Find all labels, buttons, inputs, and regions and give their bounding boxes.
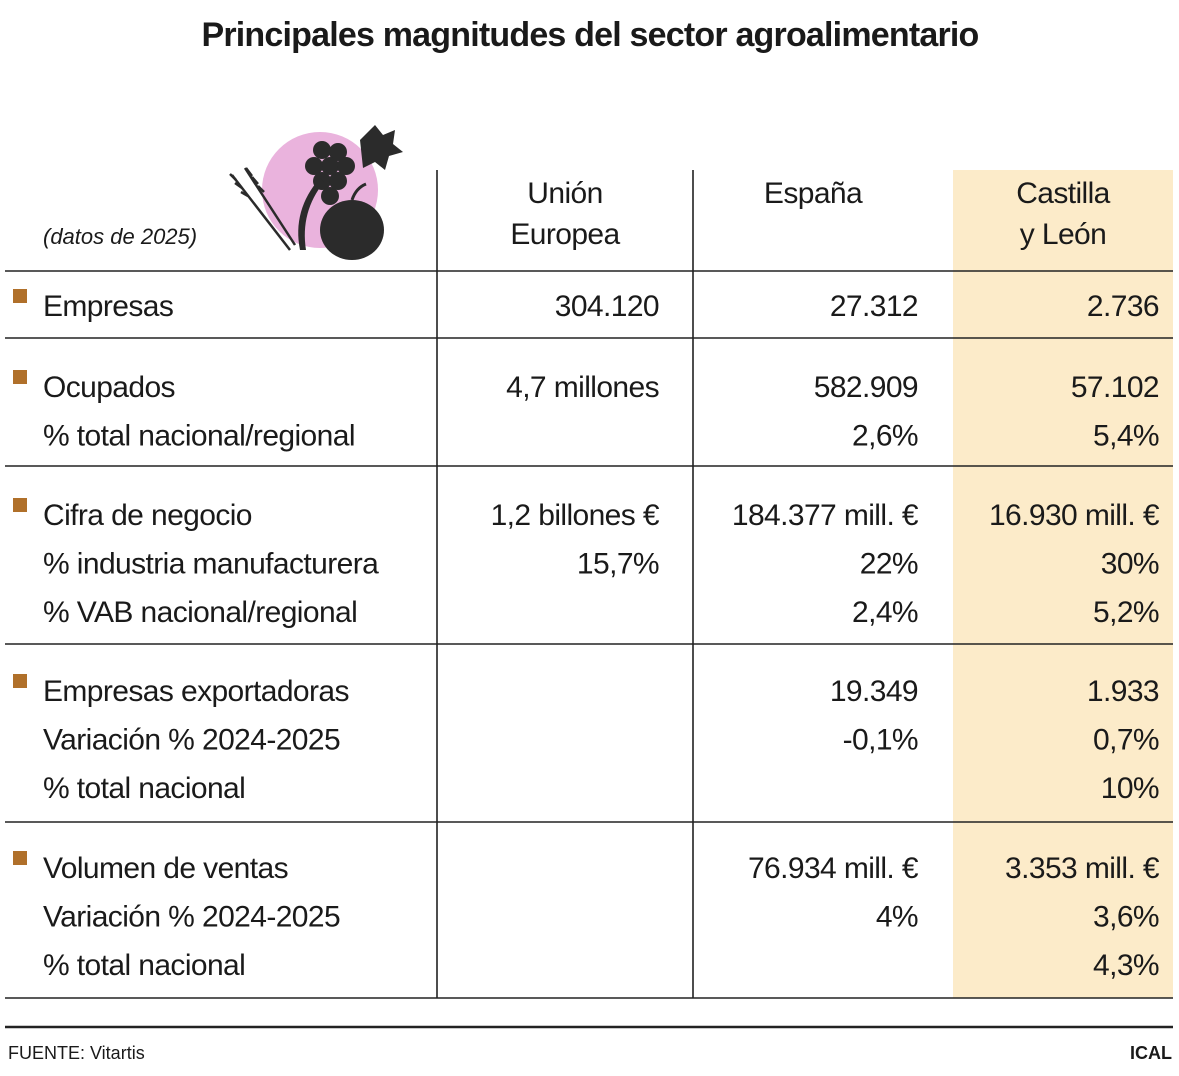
- bullet: [13, 370, 27, 384]
- cell-value: 19.349: [830, 675, 918, 708]
- cell-value: 2,4%: [852, 596, 918, 629]
- bullet: [13, 674, 27, 688]
- highlight-column: [953, 170, 1173, 998]
- cell-value: 5,2%: [1093, 596, 1159, 629]
- cell-value: 76.934 mill. €: [748, 852, 919, 885]
- cell-value: 10%: [1101, 772, 1159, 805]
- row-label: Empresas exportadoras: [43, 675, 349, 708]
- cell-value: 0,7%: [1093, 724, 1159, 757]
- agency: ICAL: [1130, 1043, 1172, 1063]
- bullet: [13, 498, 27, 512]
- row-label: % total nacional: [43, 949, 245, 982]
- cell-value: 184.377 mill. €: [732, 499, 919, 532]
- row-label: % industria manufacturera: [43, 548, 379, 581]
- column-header: España: [764, 177, 863, 210]
- bullet: [13, 289, 27, 303]
- cell-value: 2.736: [1087, 290, 1159, 323]
- cell-value: 4%: [876, 901, 918, 934]
- column-header: y León: [1020, 218, 1106, 251]
- cell-value: 2,6%: [852, 420, 918, 453]
- row-label: Ocupados: [43, 371, 175, 404]
- cell-value: 1.933: [1087, 675, 1159, 708]
- cell-value: 5,4%: [1093, 420, 1159, 453]
- bullet: [13, 851, 27, 865]
- cell-value: 22%: [860, 548, 918, 581]
- cell-value: 1,2 billones €: [491, 499, 660, 532]
- cell-value: 3.353 mill. €: [1005, 852, 1160, 885]
- row-label: Empresas: [43, 290, 173, 323]
- cell-value: 30%: [1101, 548, 1159, 581]
- row-label: % VAB nacional/regional: [43, 596, 357, 629]
- cell-value: -0,1%: [843, 724, 918, 757]
- cell-value: 15,7%: [577, 548, 659, 581]
- cell-value: 57.102: [1071, 371, 1159, 404]
- cell-value: 3,6%: [1093, 901, 1159, 934]
- row-label: Variación % 2024-2025: [43, 901, 340, 934]
- cell-value: 304.120: [555, 290, 659, 323]
- column-header: Castilla: [1016, 177, 1110, 210]
- source: FUENTE: Vitartis: [8, 1043, 145, 1063]
- row-label: % total nacional: [43, 772, 245, 805]
- cell-value: 16.930 mill. €: [989, 499, 1160, 532]
- cell-value: 582.909: [814, 371, 918, 404]
- row-label: Variación % 2024-2025: [43, 724, 340, 757]
- row-label: % total nacional/regional: [43, 420, 355, 453]
- row-label: Cifra de negocio: [43, 499, 252, 532]
- note: (datos de 2025): [43, 224, 197, 249]
- icon: [229, 125, 403, 260]
- cell-value: 27.312: [830, 290, 918, 323]
- column-header: Unión: [527, 177, 602, 210]
- cell-value: 4,7 millones: [506, 371, 659, 404]
- column-header: Europea: [510, 218, 620, 251]
- title: Principales magnitudes del sector agroal…: [201, 16, 978, 54]
- cell-value: 4,3%: [1093, 949, 1159, 982]
- row-label: Volumen de ventas: [43, 852, 288, 885]
- grid: [5, 170, 1173, 1029]
